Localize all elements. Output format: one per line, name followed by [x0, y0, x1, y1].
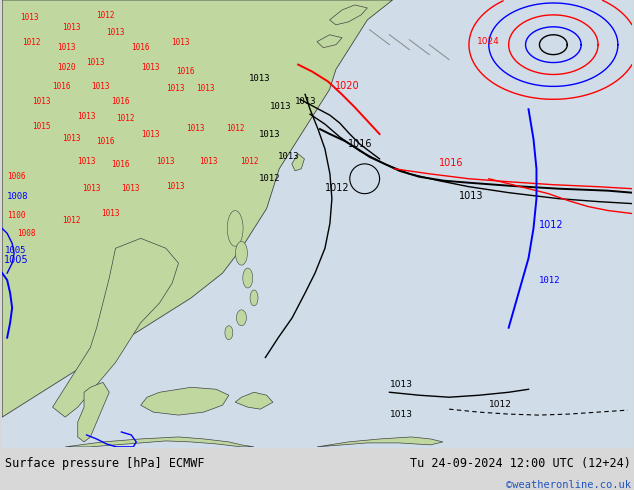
Polygon shape	[292, 154, 304, 171]
Text: 1012: 1012	[259, 174, 280, 183]
Polygon shape	[235, 392, 273, 409]
Text: 1013: 1013	[295, 98, 316, 106]
Text: 1013: 1013	[156, 157, 174, 166]
Text: 1013: 1013	[186, 124, 204, 133]
Text: Tu 24-09-2024 12:00 UTC (12+24): Tu 24-09-2024 12:00 UTC (12+24)	[410, 457, 631, 470]
Polygon shape	[250, 290, 258, 306]
Text: 1013: 1013	[91, 82, 110, 91]
Text: 1013: 1013	[121, 184, 140, 193]
Text: 1016: 1016	[439, 158, 463, 168]
Text: 1024: 1024	[477, 37, 500, 46]
Text: 1012: 1012	[325, 183, 349, 193]
Text: 1012: 1012	[489, 400, 512, 409]
Text: 1013: 1013	[101, 210, 120, 219]
Text: 1012: 1012	[226, 124, 244, 133]
Text: 1013: 1013	[77, 112, 95, 121]
Polygon shape	[317, 35, 342, 48]
Polygon shape	[317, 437, 443, 447]
Text: 1013: 1013	[77, 157, 95, 166]
Text: 1016: 1016	[112, 98, 130, 106]
Text: 1012: 1012	[117, 114, 135, 123]
Polygon shape	[236, 310, 247, 326]
Polygon shape	[330, 5, 367, 25]
Text: 1016: 1016	[176, 68, 195, 76]
Text: 1012: 1012	[240, 157, 259, 166]
Text: 1005: 1005	[5, 246, 27, 255]
Text: 1013: 1013	[196, 84, 214, 94]
Text: 1013: 1013	[61, 134, 81, 143]
Polygon shape	[235, 242, 247, 265]
Text: 1013: 1013	[20, 13, 39, 22]
Text: 1013: 1013	[249, 74, 270, 83]
Text: 1016: 1016	[348, 139, 372, 149]
Text: 1013: 1013	[166, 84, 184, 94]
Text: ©weatheronline.co.uk: ©weatheronline.co.uk	[506, 480, 631, 490]
Text: 1016: 1016	[131, 43, 150, 51]
Text: 1020: 1020	[335, 81, 359, 91]
Polygon shape	[78, 382, 109, 442]
Text: 1013: 1013	[166, 182, 184, 191]
Text: 1016: 1016	[52, 82, 70, 91]
Polygon shape	[65, 437, 254, 447]
Text: 1005: 1005	[4, 255, 29, 265]
Text: 1013: 1013	[171, 38, 190, 47]
Text: 1013: 1013	[57, 43, 75, 51]
Text: 1013: 1013	[270, 102, 292, 111]
Text: 1012: 1012	[22, 38, 41, 47]
Text: 1015: 1015	[32, 122, 51, 131]
Text: 1016: 1016	[96, 137, 115, 146]
Text: 1013: 1013	[199, 157, 217, 166]
Polygon shape	[227, 211, 243, 246]
Text: 1013: 1013	[459, 191, 484, 200]
Polygon shape	[2, 0, 392, 417]
Polygon shape	[243, 268, 253, 288]
Text: 1013: 1013	[389, 410, 413, 419]
Text: 1013: 1013	[389, 380, 413, 389]
Text: 1013: 1013	[82, 184, 100, 193]
Text: Surface pressure [hPa] ECMWF: Surface pressure [hPa] ECMWF	[5, 457, 205, 470]
Text: 1013: 1013	[61, 23, 81, 32]
Text: 1013: 1013	[259, 130, 280, 139]
Text: 1100: 1100	[7, 212, 25, 220]
Text: 1016: 1016	[112, 160, 130, 169]
Text: 1020: 1020	[57, 63, 75, 72]
Text: 1012: 1012	[61, 217, 81, 225]
Text: 1013: 1013	[278, 152, 300, 161]
Text: 1013: 1013	[107, 28, 125, 37]
Text: 1013: 1013	[87, 57, 105, 67]
Text: 1013: 1013	[141, 63, 160, 72]
Text: 1006: 1006	[7, 172, 25, 181]
Text: 1012: 1012	[96, 11, 115, 20]
Text: 1012: 1012	[538, 276, 560, 285]
Polygon shape	[53, 238, 179, 417]
Text: 1013: 1013	[141, 130, 160, 139]
Text: 1012: 1012	[538, 220, 563, 230]
Text: 1008: 1008	[7, 192, 29, 200]
Text: 1013: 1013	[32, 98, 51, 106]
Polygon shape	[225, 326, 233, 340]
Text: 1008: 1008	[17, 229, 36, 238]
Polygon shape	[141, 387, 229, 415]
